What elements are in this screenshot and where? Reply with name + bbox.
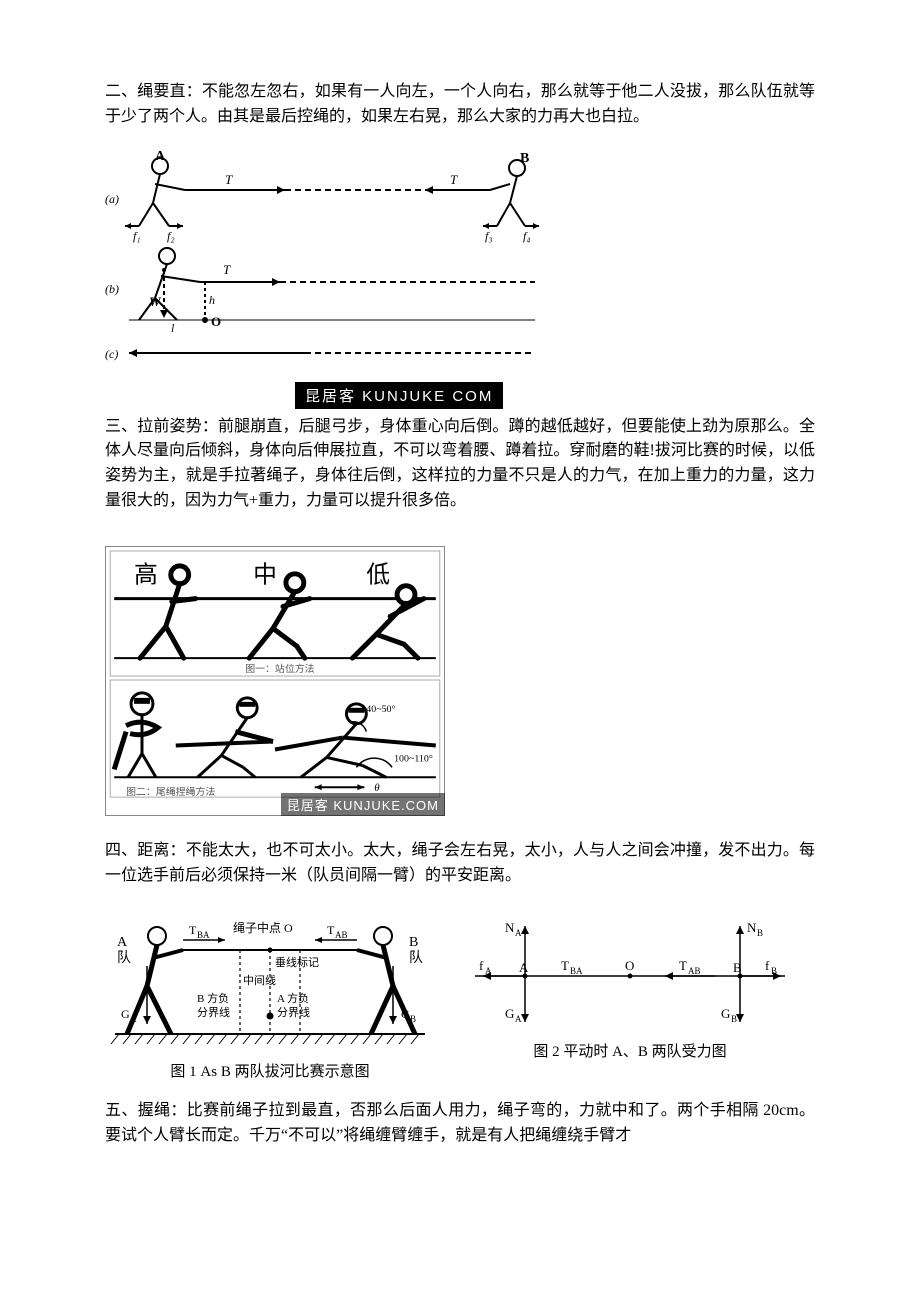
svg-text:A 方负: A 方负 <box>277 991 309 1005</box>
svg-text:O: O <box>625 958 634 973</box>
svg-text:分界线: 分界线 <box>197 1005 230 1019</box>
figure-2-caption: 图 2 平动时 A、B 两队受力图 <box>533 1040 726 1061</box>
svg-text:T: T <box>561 958 569 973</box>
svg-text:B: B <box>410 1014 416 1024</box>
figure-1-caption: 图 1 As B 两队拔河比赛示意图 <box>170 1060 369 1081</box>
section-5-text: 五、握绳：比赛前绳子拉到最直，否那么后面人用力，绳子弯的，力就中和了。两个手相隔… <box>105 1099 815 1149</box>
row-a-label: (a) <box>105 192 119 206</box>
svg-text:G: G <box>401 1007 410 1021</box>
svg-text:f: f <box>479 958 484 973</box>
svg-text:绳子中点 O: 绳子中点 O <box>233 920 293 935</box>
watermark-banner-1: 昆居客 KUNJUKE COM <box>295 382 503 409</box>
figure-row: A 队 B 队 T BA T AB <box>105 906 815 1081</box>
svg-text:A: A <box>485 966 492 976</box>
svg-text:N: N <box>747 920 757 935</box>
svg-text:B: B <box>731 1014 737 1024</box>
svg-text:T: T <box>327 923 335 937</box>
svg-text:A: A <box>515 1014 522 1024</box>
svg-text:BA: BA <box>570 966 583 976</box>
svg-text:队: 队 <box>117 950 131 966</box>
svg-text:中间线: 中间线 <box>243 973 276 987</box>
angle-40-50: 40~50° <box>366 704 395 715</box>
svg-text:B: B <box>771 966 777 976</box>
svg-text:B: B <box>757 928 763 938</box>
posture-caption-bottom: 图二：尾绳捏绳方法 <box>126 785 215 798</box>
label-a: A <box>155 149 166 164</box>
figure-1-col: A 队 B 队 T BA T AB <box>105 906 435 1081</box>
label-b: B <box>520 151 529 166</box>
figure-1-svg: A 队 B 队 T BA T AB <box>105 906 435 1056</box>
figure-2-col: A O B N A G A f A <box>465 906 795 1061</box>
label-l: l <box>171 321 175 335</box>
posture-label-high: 高 <box>134 562 158 589</box>
svg-text:B 方负: B 方负 <box>197 991 229 1005</box>
label-h: h <box>209 293 215 307</box>
label-f3: f₃ <box>485 229 493 243</box>
diagram-posture: 高 中 低 <box>105 546 445 816</box>
svg-text:A: A <box>515 928 522 938</box>
posture-label-mid: 中 <box>253 562 277 589</box>
label-t-b: T <box>223 262 231 277</box>
svg-text:G: G <box>505 1006 514 1021</box>
row-c-label: (c) <box>105 347 118 361</box>
row-b-label: (b) <box>105 282 119 296</box>
diagram-force-analysis: (a) A T T B f₁ <box>105 148 815 368</box>
svg-text:f: f <box>765 958 770 973</box>
svg-text:BA: BA <box>197 930 210 940</box>
svg-text:A: A <box>117 935 128 950</box>
svg-text:N: N <box>505 920 515 935</box>
svg-text:AB: AB <box>688 966 701 976</box>
label-f2: f₂ <box>167 229 175 243</box>
section-3-text: 三、拉前姿势：前腿崩直，后腿弓步，身体重心向后倒。蹲的越低越好，但要能使上劲为原… <box>105 415 815 514</box>
svg-text:G: G <box>721 1006 730 1021</box>
svg-text:B: B <box>409 935 418 950</box>
posture-label-low: 低 <box>366 562 390 589</box>
svg-text:T: T <box>189 923 197 937</box>
label-f4: f₄ <box>523 229 531 243</box>
label-t-right: T <box>450 172 458 187</box>
label-t-left: T <box>225 172 233 187</box>
angle-100-110: 100~110° <box>394 753 433 764</box>
svg-text:T: T <box>679 958 687 973</box>
label-w: W <box>149 294 162 309</box>
svg-text:AB: AB <box>335 930 348 940</box>
svg-text:队: 队 <box>409 950 423 966</box>
section-2-text: 二、绳要直：不能忽左忽右，如果有一人向左，一个人向右，那么就等于他二人没拔，那么… <box>105 80 815 130</box>
diagram-force-svg: (a) A T T B f₁ <box>105 148 545 368</box>
svg-text:垂线标记: 垂线标记 <box>275 955 319 969</box>
posture-caption-top: 图一：站位方法 <box>245 662 314 675</box>
label-o: O <box>211 314 221 329</box>
figure-2-svg: A O B N A G A f A <box>465 906 795 1036</box>
svg-text:G: G <box>121 1007 130 1021</box>
watermark-banner-2: 昆居客 KUNJUKE.COM <box>281 793 445 816</box>
section-4-text: 四、距离：不能太大，也不可太小。太大，绳子会左右晃，太小，人与人之间会冲撞，发不… <box>105 839 815 889</box>
svg-text:A: A <box>130 1014 137 1024</box>
svg-text:分界线: 分界线 <box>277 1005 310 1019</box>
diagram-posture-svg: 高 中 低 <box>105 546 445 816</box>
svg-text:A: A <box>519 960 529 975</box>
label-f1: f₁ <box>133 229 141 243</box>
